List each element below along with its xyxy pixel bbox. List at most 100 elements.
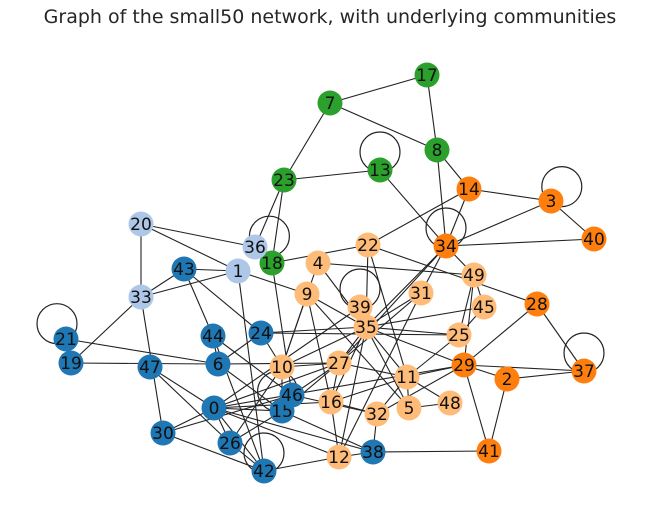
node-17: 17 [414, 62, 440, 88]
edge-1-33 [140, 270, 239, 298]
node-21: 21 [53, 326, 79, 352]
node-circle-36 [242, 234, 268, 260]
node-label-41: 41 [478, 442, 500, 462]
edge-1-42 [237, 270, 265, 472]
node-label-49: 49 [463, 266, 485, 286]
node-label-44: 44 [202, 327, 224, 347]
edge-9-10 [281, 293, 308, 368]
edge-35-45 [365, 306, 485, 328]
node-label-22: 22 [357, 236, 379, 256]
edge-7-23 [283, 102, 331, 181]
node-39: 39 [347, 294, 373, 320]
node-8: 8 [424, 137, 450, 163]
node-label-4: 4 [313, 254, 324, 274]
node-12: 12 [326, 444, 352, 470]
node-circle-21 [53, 326, 79, 352]
node-3: 3 [538, 188, 564, 214]
node-label-9: 9 [302, 285, 313, 305]
node-label-31: 31 [410, 284, 432, 304]
node-circle-47 [137, 354, 163, 380]
edge-29-37 [463, 364, 585, 372]
node-18: 18 [259, 250, 285, 276]
node-1: 1 [225, 258, 251, 284]
node-label-37: 37 [573, 362, 595, 382]
node-circle-8 [424, 137, 450, 163]
node-label-12: 12 [328, 448, 350, 468]
edge-28-37 [536, 303, 585, 372]
node-circle-45 [471, 294, 497, 320]
edge-23-18 [271, 179, 285, 264]
node-circle-2 [494, 366, 520, 392]
edge-13-34 [379, 169, 447, 247]
node-circle-30 [150, 420, 176, 446]
edge-20-36 [140, 223, 256, 248]
node-label-20: 20 [130, 215, 152, 235]
node-circle-49 [461, 262, 487, 288]
node-9: 9 [294, 281, 320, 307]
node-label-28: 28 [526, 295, 548, 315]
edge-34-40 [445, 238, 595, 247]
node-23: 23 [271, 167, 297, 193]
node-38: 38 [360, 439, 386, 465]
node-27: 27 [326, 350, 352, 376]
edge-13-23 [283, 169, 381, 181]
node-25: 25 [446, 322, 472, 348]
node-22: 22 [355, 232, 381, 258]
edge-35-12 [338, 326, 367, 458]
node-11: 11 [394, 364, 420, 390]
node-circle-46 [279, 382, 305, 408]
node-circle-37 [571, 358, 597, 384]
node-label-19: 19 [60, 354, 82, 374]
node-circle-12 [326, 444, 352, 470]
node-label-25: 25 [448, 326, 470, 346]
node-circle-17 [414, 62, 440, 88]
node-14: 14 [456, 176, 482, 202]
node-circle-34 [433, 233, 459, 259]
edge-29-32 [376, 364, 465, 415]
node-circle-35 [353, 314, 379, 340]
node-label-1: 1 [233, 262, 244, 282]
node-circle-19 [58, 350, 84, 376]
node-circle-23 [271, 167, 297, 193]
node-label-5: 5 [404, 399, 415, 419]
node-circle-41 [476, 438, 502, 464]
node-label-33: 33 [130, 288, 152, 308]
node-label-32: 32 [366, 405, 388, 425]
node-35: 35 [353, 314, 379, 340]
node-circle-6 [205, 351, 231, 377]
node-4: 4 [305, 250, 331, 276]
node-32: 32 [364, 401, 390, 427]
node-19: 19 [58, 350, 84, 376]
edge-44-46 [212, 335, 293, 396]
node-label-24: 24 [250, 324, 272, 344]
node-label-38: 38 [362, 443, 384, 463]
node-circle-29 [451, 352, 477, 378]
node-2: 2 [494, 366, 520, 392]
edge-2-37 [506, 370, 585, 380]
node-label-13: 13 [369, 161, 391, 181]
edge-38-0 [213, 407, 374, 453]
node-44: 44 [200, 323, 226, 349]
node-circle-1 [225, 258, 251, 284]
node-circle-24 [248, 320, 274, 346]
edge-6-15 [217, 363, 283, 412]
node-circle-42 [251, 458, 277, 484]
node-20: 20 [128, 211, 154, 237]
node-circle-31 [408, 280, 434, 306]
node-26: 26 [217, 430, 243, 456]
edge-33-19 [70, 296, 142, 364]
node-label-0: 0 [209, 399, 220, 419]
node-circle-25 [446, 322, 472, 348]
node-label-29: 29 [453, 356, 475, 376]
edge-46-30 [162, 394, 293, 434]
edge-14-3 [468, 188, 552, 202]
node-circle-22 [355, 232, 381, 258]
node-label-36: 36 [244, 238, 266, 258]
node-label-40: 40 [583, 230, 605, 250]
edge-21-6 [65, 338, 219, 365]
edge-4-49 [317, 262, 475, 276]
node-circle-16 [318, 389, 344, 415]
edge-28-29 [463, 303, 538, 366]
